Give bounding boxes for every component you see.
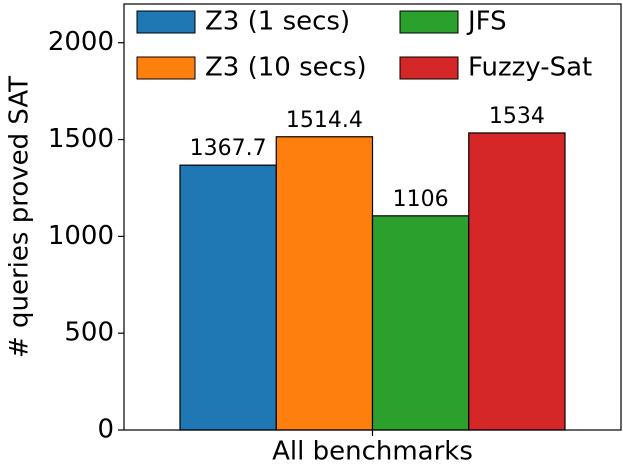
data-label: 1514.4 — [286, 108, 363, 133]
data-label: 1534 — [489, 104, 545, 129]
bar — [275, 136, 374, 431]
plot-frame — [123, 3, 622, 431]
bar — [179, 164, 277, 431]
legend-label: Z3 (10 secs) — [205, 53, 367, 83]
legend-swatch — [399, 10, 459, 34]
legend-label: Z3 (1 secs) — [205, 7, 350, 37]
legend-label: JFS — [466, 7, 507, 37]
y-tick-label: 2000 — [48, 27, 114, 57]
data-label: 1106 — [393, 187, 449, 212]
legend-swatch — [136, 56, 196, 80]
y-axis-label: # queries proved SAT — [5, 76, 35, 358]
y-tick-label: 1000 — [48, 221, 114, 251]
x-tick-label: All benchmarks — [272, 437, 473, 467]
y-tick-label: 0 — [97, 415, 114, 445]
legend-swatch — [399, 56, 459, 80]
data-label: 1367.7 — [190, 136, 267, 161]
bar — [468, 132, 566, 431]
y-tick-label: 1500 — [48, 124, 114, 154]
bar — [371, 215, 470, 431]
y-tick-label: 500 — [64, 318, 114, 348]
legend-swatch — [136, 10, 196, 34]
legend-label: Fuzzy-Sat — [468, 53, 592, 83]
